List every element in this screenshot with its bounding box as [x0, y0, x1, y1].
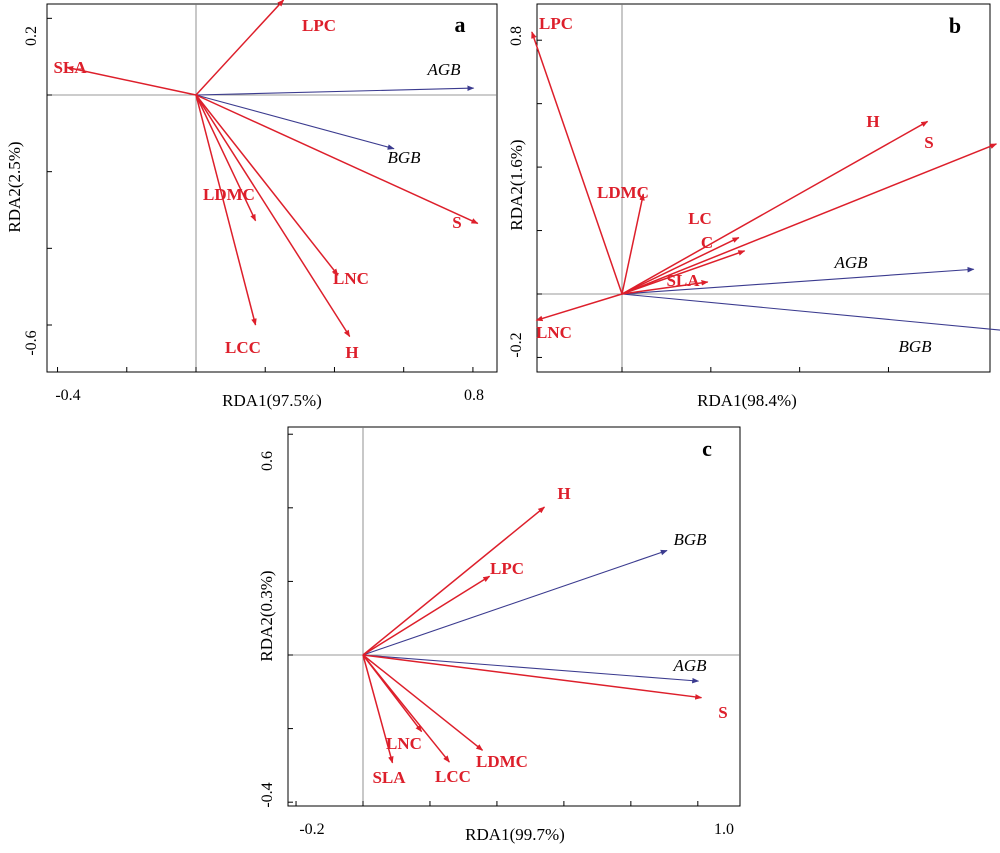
biomass-label-bgb: BGB — [898, 337, 932, 356]
biomass-label-agb: AGB — [833, 253, 868, 272]
biomass-vector-agb — [195, 85, 475, 96]
trait-label-h: H — [557, 484, 570, 503]
trait-label-lcc: LCC — [435, 767, 471, 786]
x-tick-label: 0.8 — [464, 387, 484, 404]
trait-vector-lcc — [195, 94, 257, 326]
trait-label-h: H — [866, 112, 879, 131]
trait-vector-s — [621, 143, 998, 295]
y-axis-title: RDA2(1.6%) — [507, 139, 526, 230]
y-tick-label: -0.6 — [23, 330, 40, 355]
y-tick-label: 0.2 — [23, 26, 40, 46]
trait-label-lnc: LNC — [536, 323, 572, 342]
trait-vector-h — [362, 506, 546, 656]
trait-label-s: S — [718, 703, 727, 722]
biomass-label-bgb: BGB — [673, 530, 707, 549]
y-tick-label: 0.8 — [508, 26, 525, 46]
biomass-vector-agb — [362, 654, 700, 684]
trait-label-c: C — [701, 233, 713, 252]
trait-vector-sla — [362, 654, 394, 764]
plot-frame — [536, 3, 991, 373]
trait-vector-h — [621, 120, 929, 295]
trait-vector-ldmc — [195, 94, 257, 222]
trait-vector-lpc — [362, 575, 491, 656]
trait-label-sla: SLA — [53, 58, 87, 77]
trait-vector-h — [195, 94, 351, 338]
x-axis-title: RDA1(97.5%) — [222, 391, 322, 410]
y-axis-title: RDA2(0.3%) — [257, 570, 276, 661]
trait-label-lcc: LCC — [225, 338, 261, 357]
plot-frame — [46, 3, 498, 373]
trait-vector-sla — [66, 65, 197, 96]
trait-vector-s — [195, 94, 479, 225]
trait-vector-c — [621, 250, 746, 295]
plot-frame — [287, 426, 741, 807]
trait-label-lpc: LPC — [302, 16, 336, 35]
trait-vector-s — [362, 654, 703, 700]
biomass-vector-agb — [621, 266, 975, 295]
panel-label: a — [455, 12, 466, 37]
trait-vector-lc — [621, 236, 740, 295]
panel-label: c — [702, 436, 712, 461]
trait-vector-sla — [621, 280, 709, 295]
trait-vector-lpc — [531, 31, 623, 295]
trait-label-lpc: LPC — [490, 559, 524, 578]
x-axis-title: RDA1(99.7%) — [465, 825, 565, 844]
trait-vector-lpc — [195, 0, 285, 96]
trait-label-h: H — [345, 343, 358, 362]
rda-panel-c: -0.2 1.0 0.6 -0.4 RDA1(99.7%) RDA2(0.3%) c H LPC… — [257, 426, 741, 844]
trait-label-lnc: LNC — [386, 734, 422, 753]
biomass-vector-bgb — [195, 94, 395, 150]
x-tick-label: -0.2 — [299, 821, 324, 838]
trait-vector-ldmc — [362, 654, 484, 751]
trait-vector-lnc — [535, 293, 623, 322]
trait-label-s: S — [452, 213, 461, 232]
biomass-label-agb: AGB — [672, 656, 707, 675]
x-tick-label: -0.4 — [55, 387, 80, 404]
x-tick-label: 1.0 — [714, 821, 734, 838]
panel-label: b — [949, 13, 961, 38]
x-axis-title: RDA1(98.4%) — [697, 391, 797, 410]
trait-label-lc: LC — [688, 209, 712, 228]
y-tick-label: -0.2 — [508, 332, 525, 357]
trait-label-ldmc: LDMC — [203, 185, 255, 204]
rda-panel-a: -0.4 0.8 0.2 -0.6 RDA1(97.5%) RDA2(2.5%) a LPC S… — [5, 0, 498, 410]
biomass-vector-bgb — [362, 549, 668, 656]
trait-label-ldmc: LDMC — [597, 183, 649, 202]
biomass-label-bgb: BGB — [387, 148, 421, 167]
y-tick-label: -0.4 — [259, 782, 276, 807]
trait-label-lpc: LPC — [539, 14, 573, 33]
rda-panel-b: 0.8-0.2RDA1(98.4%)RDA2(1.6%)bLPCLDMCLCCS… — [507, 3, 1000, 410]
trait-vector-lnc — [195, 94, 339, 276]
trait-vector-lcc — [362, 654, 450, 763]
y-tick-label: 0.6 — [259, 451, 276, 471]
trait-label-sla: SLA — [372, 768, 406, 787]
trait-vector-ldmc — [621, 193, 645, 295]
biomass-label-agb: AGB — [426, 60, 461, 79]
trait-label-ldmc: LDMC — [476, 752, 528, 771]
trait-label-sla: SLA — [666, 271, 700, 290]
trait-label-lnc: LNC — [333, 269, 369, 288]
trait-label-s: S — [924, 133, 933, 152]
biomass-vector-bgb — [621, 293, 1000, 331]
y-axis-title: RDA2(2.5%) — [5, 141, 24, 232]
